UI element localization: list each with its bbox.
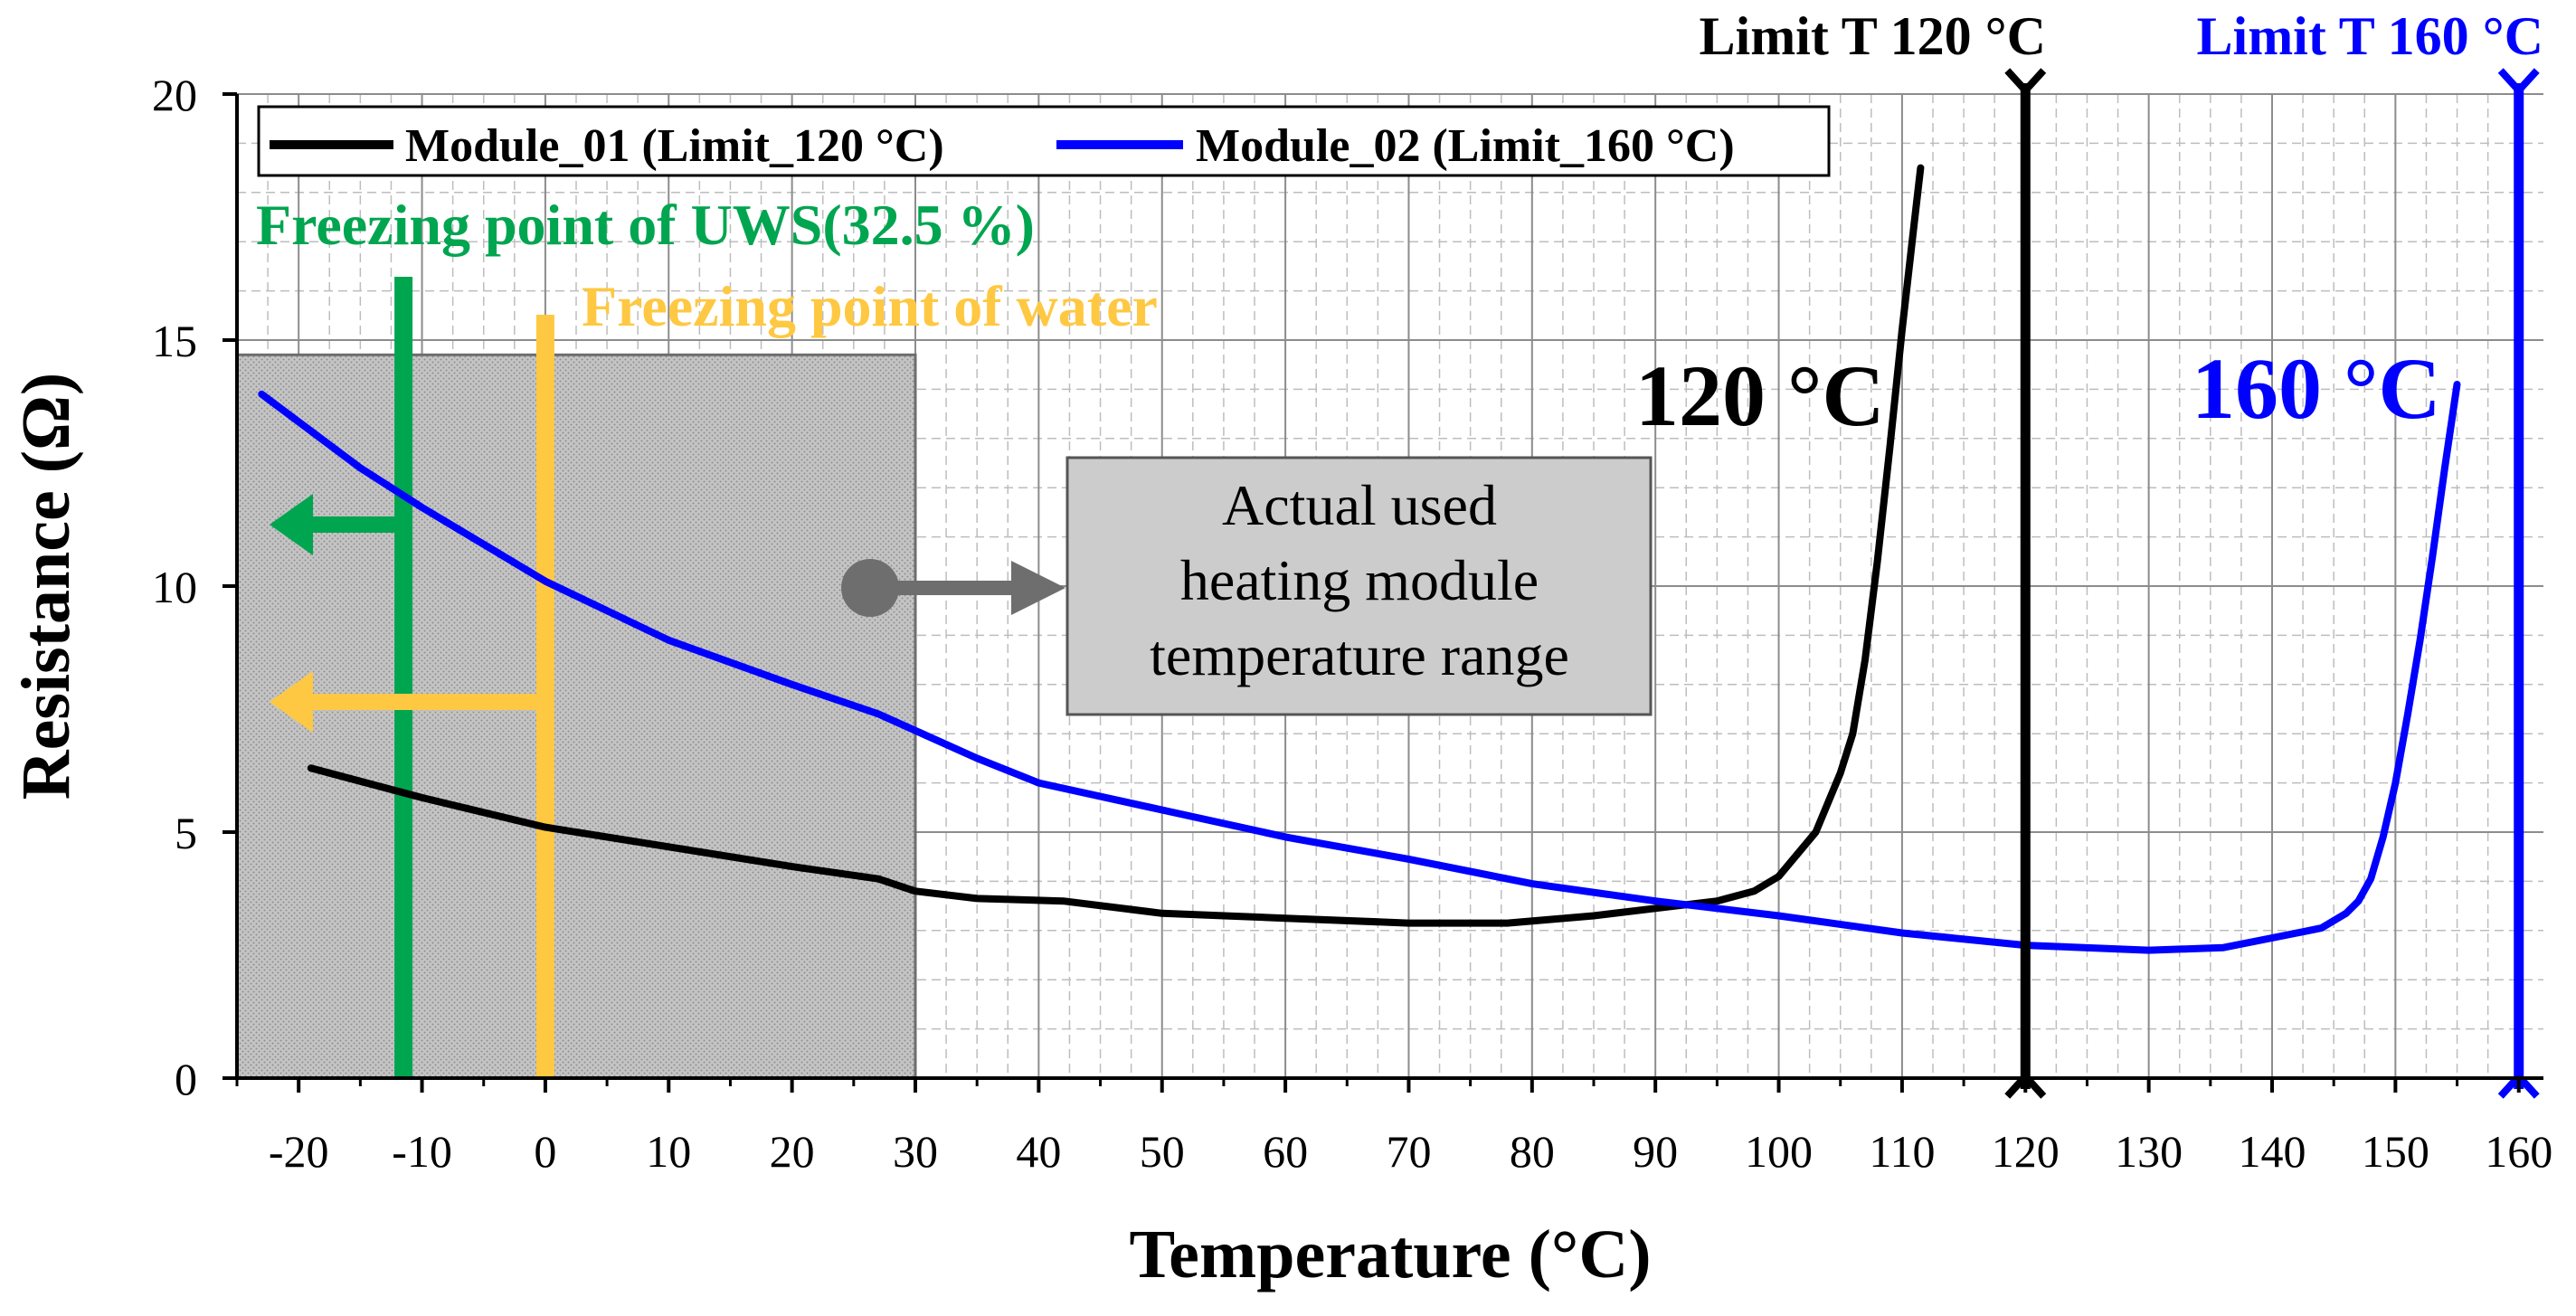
legend-label-1: Module_01 (Limit_120 °C)	[405, 120, 944, 172]
range-box-text: temperature range	[1150, 623, 1569, 687]
limit-label-160: Limit T 160 °C	[2197, 6, 2544, 66]
limit-marker-top-1	[2004, 68, 2047, 96]
y-axis-title: Resistance (Ω)	[8, 373, 84, 800]
x-tick-label: 80	[1510, 1126, 1555, 1177]
range-box	[1065, 456, 1653, 716]
x-tick-label: 110	[1869, 1126, 1935, 1177]
x-tick-label: 90	[1633, 1126, 1678, 1177]
uws-arrow-head	[270, 494, 313, 555]
x-tick-label: 50	[1140, 1126, 1185, 1177]
x-axis-title: Temperature (°C)	[1129, 1217, 1651, 1292]
x-tick-label: 70	[1386, 1126, 1431, 1177]
curve-label-120: 120 °C	[1635, 347, 1885, 444]
x-tick-label: 150	[2362, 1126, 2429, 1177]
legend: Module_01 (Limit_120 °C) Module_02 (Limit…	[257, 105, 1831, 177]
y-tick-label: 0	[175, 1054, 197, 1104]
y-tick-label: 20	[152, 70, 197, 120]
x-tick-label: 100	[1745, 1126, 1813, 1177]
legend-box	[257, 105, 1831, 177]
x-tick-label: -20	[269, 1126, 329, 1177]
y-tick-label: 15	[152, 316, 197, 366]
axes	[223, 92, 2543, 1093]
limit-lines: Limit T 120 °C Limit T 160 °C	[1700, 6, 2544, 1099]
tick-labels: -20 -10 0 10 20 30 40 50 60 70 80 90 100 110 120 130 140…	[8, 70, 2552, 1292]
water-arrow-head	[270, 671, 313, 733]
curve-label-160: 160 °C	[2192, 340, 2441, 437]
series-line-1	[307, 164, 1925, 927]
uws-freezing-label: Freezing point of UWS(32.5 %)	[256, 193, 1035, 257]
x-tick-label: 20	[770, 1126, 815, 1177]
range-pointer-dot	[841, 559, 899, 617]
range-box-text: heating module	[1180, 548, 1539, 612]
temperature-range-shaded-region	[235, 353, 917, 1080]
y-tick-label: 10	[152, 562, 197, 612]
x-tick-label: -10	[392, 1126, 452, 1177]
shaded-region-rect	[235, 353, 917, 1080]
x-tick-label: 160	[2485, 1126, 2552, 1177]
y-tick-label: 5	[175, 808, 197, 858]
legend-label-2: Module_02 (Limit_160 °C)	[1196, 120, 1735, 172]
limit-label-120: Limit T 120 °C	[1700, 6, 2047, 66]
freezing-point-lines	[270, 277, 554, 1078]
limit-marker-top-2	[2497, 68, 2540, 96]
x-tick-label: 140	[2239, 1126, 2306, 1177]
annotations: Freezing point of UWS(32.5 %) Freezing po…	[256, 193, 2441, 716]
water-freezing-label: Freezing point of water	[582, 274, 1158, 338]
x-tick-label: 120	[1992, 1126, 2060, 1177]
range-box-text: Actual used	[1222, 473, 1497, 537]
x-tick-label: 60	[1263, 1126, 1308, 1177]
x-tick-label: 30	[893, 1126, 938, 1177]
series-line-2	[258, 381, 2461, 954]
data-series	[258, 164, 2461, 954]
x-tick-label: 10	[646, 1126, 691, 1177]
range-pointer-head	[1011, 561, 1065, 615]
x-tick-label: 130	[2115, 1126, 2183, 1177]
x-tick-label: 0	[534, 1126, 556, 1177]
x-tick-label: 40	[1016, 1126, 1061, 1177]
